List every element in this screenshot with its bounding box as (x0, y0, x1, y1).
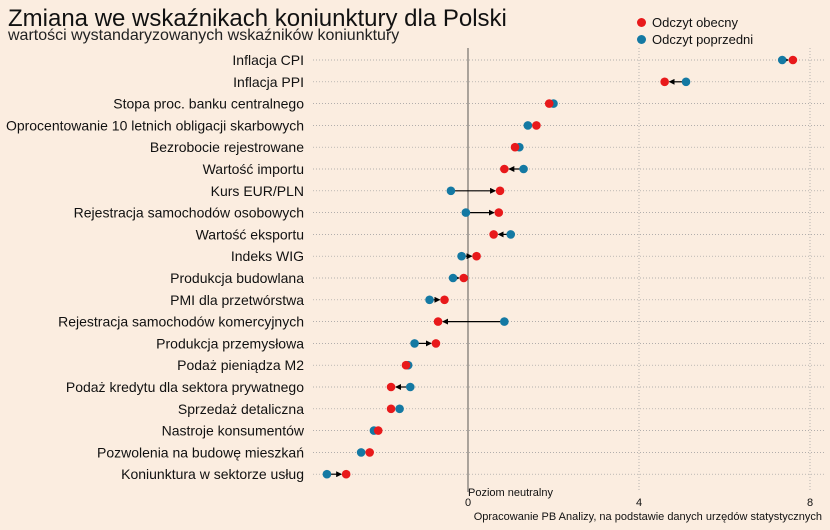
legend-dot-current (637, 18, 646, 27)
legend-item-previous: Odczyt poprzedni (637, 31, 753, 48)
category-label: Wartość eksportu (196, 226, 304, 242)
point-current (386, 404, 396, 414)
dumbbell-row (386, 404, 404, 414)
dumbbell-row (433, 317, 509, 326)
point-current (433, 317, 443, 326)
point-current (510, 142, 520, 152)
point-previous (506, 230, 516, 239)
category-label: Inflacja PPI (233, 74, 304, 90)
dumbbell-row (489, 230, 516, 239)
point-current (472, 251, 481, 261)
legend-dot-previous (637, 35, 646, 44)
point-current (532, 121, 541, 130)
chart-title: Zmiana we wskaźnikach koniunktury dla Po… (8, 5, 507, 32)
category-label: Sprzedaż detaliczna (178, 401, 304, 417)
grid (313, 48, 826, 492)
category-label: Koniunktura w sektorze usług (121, 466, 304, 482)
point-current (401, 360, 411, 370)
x-axis: 0 4 8 Poziom neutralny Opracowanie PB Analiz… (465, 487, 822, 523)
legend-label-previous: Odczyt poprzedni (652, 32, 754, 47)
category-label: Produkcja budowlana (170, 270, 304, 286)
dumbbell-row (457, 251, 481, 261)
zero-annotation: Poziom neutralny (468, 487, 553, 499)
dumbbell-row (401, 360, 413, 370)
point-previous (681, 77, 691, 87)
category-label: Bezrobocie rejestrowane (150, 139, 304, 155)
category-label: Produkcja przemysłowa (156, 335, 304, 351)
point-previous (519, 164, 528, 174)
point-previous (356, 448, 366, 457)
chart-subtitle: wartości wystandaryzowanych wskaźników k… (8, 27, 400, 44)
category-labels: Inflacja CPI Inflacja PPI Stopa proc. bank… (6, 52, 305, 482)
x-tick-label: 4 (636, 497, 642, 509)
category-label: Rejestracja samochodów komercyjnych (58, 314, 304, 330)
point-current (544, 99, 554, 108)
x-tick-label: 0 (465, 497, 471, 509)
point-current (494, 208, 504, 217)
category-label: Stopa proc. banku centralnego (113, 96, 304, 112)
point-current (459, 273, 469, 283)
point-current (788, 55, 798, 65)
point-current (495, 186, 505, 196)
point-current (660, 77, 669, 87)
category-label: Podaż pieniądza M2 (177, 357, 304, 373)
point-previous (395, 404, 404, 414)
point-current (489, 230, 498, 239)
point-current (365, 448, 374, 457)
dumbbell-row (523, 121, 541, 130)
point-previous (461, 208, 471, 217)
point-previous (322, 469, 332, 479)
dumbbell-row (446, 186, 505, 196)
dumbbell-row (448, 273, 469, 283)
point-previous (523, 121, 533, 130)
category-label: Podaż kredytu dla sektora prywatnego (66, 379, 304, 395)
point-previous (446, 186, 456, 196)
dumbbell-row (386, 382, 415, 392)
point-previous (500, 317, 509, 326)
dumbbell-row (425, 295, 449, 305)
point-current (431, 339, 441, 348)
category-label: Rejestracja samochodów osobowych (74, 205, 304, 221)
category-label: Oprocentowanie 10 letnich obligacji skar… (6, 117, 304, 133)
legend: Odczyt obecny Odczyt poprzedni (637, 14, 753, 48)
point-current (440, 295, 449, 305)
dumbbell-row (500, 164, 528, 174)
dumbbell-row (322, 469, 351, 479)
legend-item-current: Odczyt obecny (637, 14, 753, 31)
data-layer (322, 55, 798, 479)
point-current (500, 164, 509, 174)
source-note: Opracowanie PB Analizy, na podstawie dan… (474, 511, 822, 523)
point-previous (410, 339, 419, 348)
category-label: Indeks WIG (231, 248, 304, 264)
point-previous (777, 55, 787, 65)
category-label: PMI dla przetwórstwa (170, 292, 304, 308)
x-tick-label: 8 (807, 497, 813, 509)
point-previous (425, 295, 434, 305)
point-previous (448, 273, 458, 283)
point-current (341, 469, 351, 479)
dumbbell-row (510, 142, 524, 152)
category-label: Kurs EUR/PLN (211, 183, 304, 199)
dumbbell-row (660, 77, 691, 87)
legend-label-current: Odczyt obecny (652, 15, 738, 30)
point-current (373, 426, 383, 435)
point-previous (405, 382, 415, 392)
dumbbell-row (410, 339, 441, 348)
point-previous (457, 251, 466, 261)
dumbbell-row (356, 448, 374, 457)
point-current (386, 382, 396, 392)
category-label: Wartość importu (203, 161, 304, 177)
category-label: Nastroje konsumentów (162, 423, 305, 439)
dumbbell-row (544, 99, 558, 108)
category-label: Inflacja CPI (232, 52, 304, 68)
category-label: Pozwolenia na budowę mieszkań (97, 444, 304, 460)
dumbbell-row (461, 208, 504, 217)
dumbbell-row (777, 55, 798, 65)
dumbbell-row (369, 426, 383, 435)
